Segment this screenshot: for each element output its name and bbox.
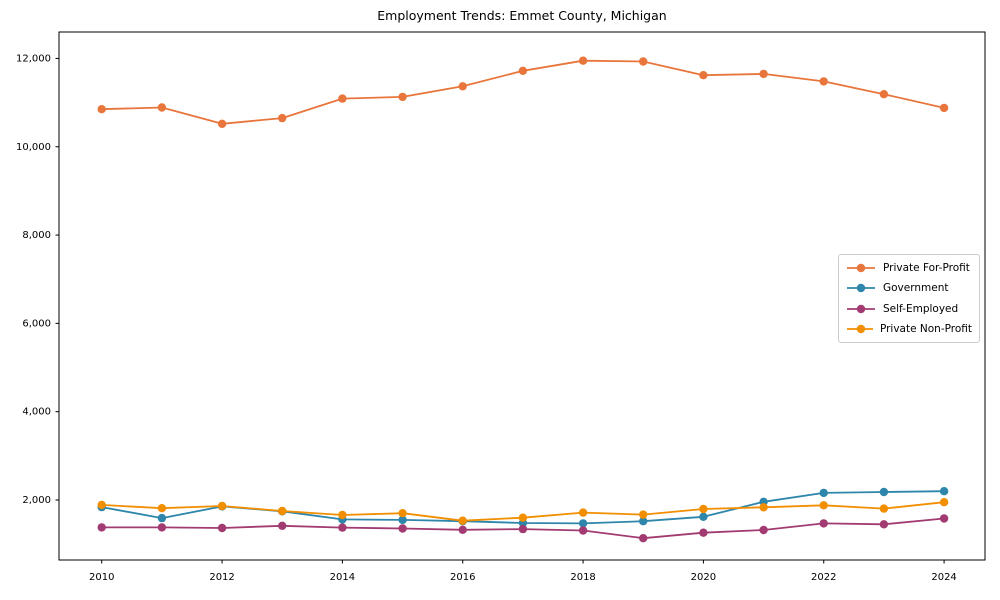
y-tick-label: 4,000 <box>22 407 51 418</box>
x-tick-label: 2012 <box>209 572 234 583</box>
y-tick-label: 8,000 <box>22 230 51 241</box>
data-point-government <box>699 512 708 521</box>
data-point-private-non-profit <box>699 504 708 514</box>
data-point-private-non-profit <box>278 506 287 516</box>
data-point-private-for-profit <box>759 69 768 79</box>
data-point-private-for-profit <box>217 119 227 128</box>
data-point-private-for-profit <box>278 113 287 123</box>
legend-marker-icon <box>847 324 873 334</box>
legend-item-self-employed: Self-Employed <box>846 300 972 318</box>
data-point-private-for-profit <box>398 92 407 102</box>
x-tick-label: 2022 <box>811 572 836 583</box>
data-point-self-employed <box>879 520 889 529</box>
y-tick-label: 6,000 <box>22 318 51 329</box>
data-point-private-for-profit <box>97 105 106 114</box>
chart-title: Employment Trends: Emmet County, Michiga… <box>377 8 667 23</box>
data-point-private-for-profit <box>939 103 949 113</box>
data-point-private-for-profit <box>578 56 588 65</box>
data-point-self-employed <box>157 523 167 532</box>
data-point-self-employed <box>639 534 648 543</box>
data-point-private-non-profit <box>578 508 588 517</box>
data-point-private-non-profit <box>759 503 768 512</box>
data-point-private-non-profit <box>157 504 167 513</box>
x-tick-label: 2020 <box>691 572 716 583</box>
data-point-government <box>879 487 889 497</box>
data-point-government <box>398 515 407 525</box>
data-point-self-employed <box>939 514 949 523</box>
data-point-private-non-profit <box>939 498 949 507</box>
data-point-self-employed <box>759 525 768 535</box>
data-point-private-for-profit <box>639 57 648 66</box>
data-point-self-employed <box>97 523 106 532</box>
data-point-private-for-profit <box>699 71 708 80</box>
data-point-private-non-profit <box>819 501 828 510</box>
data-point-private-for-profit <box>518 66 528 76</box>
legend-marker-icon <box>847 284 875 293</box>
x-tick-label: 2010 <box>89 572 114 583</box>
data-point-private-non-profit <box>398 509 407 518</box>
data-point-self-employed <box>699 528 708 537</box>
y-tick-label: 2,000 <box>22 495 51 506</box>
data-point-self-employed <box>338 523 347 532</box>
data-point-self-employed <box>398 524 407 533</box>
data-point-private-non-profit <box>338 510 347 520</box>
data-point-private-non-profit <box>97 500 106 510</box>
data-point-private-for-profit <box>338 94 347 103</box>
legend-item-private-non-profit: Private Non-Profit <box>846 320 972 338</box>
data-point-government <box>819 488 828 498</box>
data-point-private-non-profit <box>217 501 227 511</box>
x-tick-label: 2016 <box>450 572 475 583</box>
data-point-government <box>578 519 588 528</box>
data-point-self-employed <box>518 524 528 534</box>
data-point-private-for-profit <box>157 103 167 112</box>
data-point-government <box>157 513 167 523</box>
legend-label: Government <box>883 282 949 295</box>
legend-marker-icon <box>847 304 875 313</box>
x-tick-label: 2014 <box>330 572 355 583</box>
legend-label: Private For-Profit <box>883 262 970 275</box>
data-point-self-employed <box>578 526 588 535</box>
data-point-private-non-profit <box>518 513 528 522</box>
legend-item-private-for-profit: Private For-Profit <box>846 259 972 277</box>
legend: Private For-Profit Government Self-Employe… <box>838 254 980 343</box>
data-point-private-non-profit <box>639 510 648 519</box>
data-point-private-for-profit <box>879 90 889 99</box>
data-point-private-non-profit <box>879 504 889 513</box>
legend-label: Private Non-Profit <box>879 322 972 335</box>
plot-border <box>58 31 986 561</box>
data-point-self-employed <box>458 525 467 534</box>
legend-marker-icon <box>847 263 875 273</box>
data-point-government <box>639 517 648 526</box>
x-tick-label: 2024 <box>931 572 956 583</box>
data-point-private-for-profit <box>458 82 467 91</box>
legend-label: Self-Employed <box>883 302 959 315</box>
data-point-private-non-profit <box>458 516 467 525</box>
data-point-government <box>939 487 949 496</box>
data-point-self-employed <box>278 521 287 530</box>
y-tick-label: 10,000 <box>16 142 51 153</box>
data-point-private-for-profit <box>819 77 828 86</box>
x-tick-label: 2018 <box>570 572 595 583</box>
legend-item-government: Government <box>846 279 972 297</box>
data-point-self-employed <box>819 519 828 528</box>
data-point-self-employed <box>217 523 227 533</box>
y-tick-label: 12,000 <box>16 53 51 64</box>
